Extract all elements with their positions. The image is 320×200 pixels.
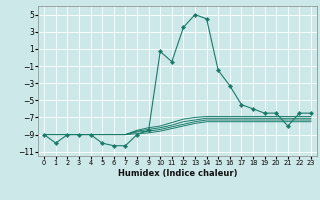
X-axis label: Humidex (Indice chaleur): Humidex (Indice chaleur) [118,169,237,178]
